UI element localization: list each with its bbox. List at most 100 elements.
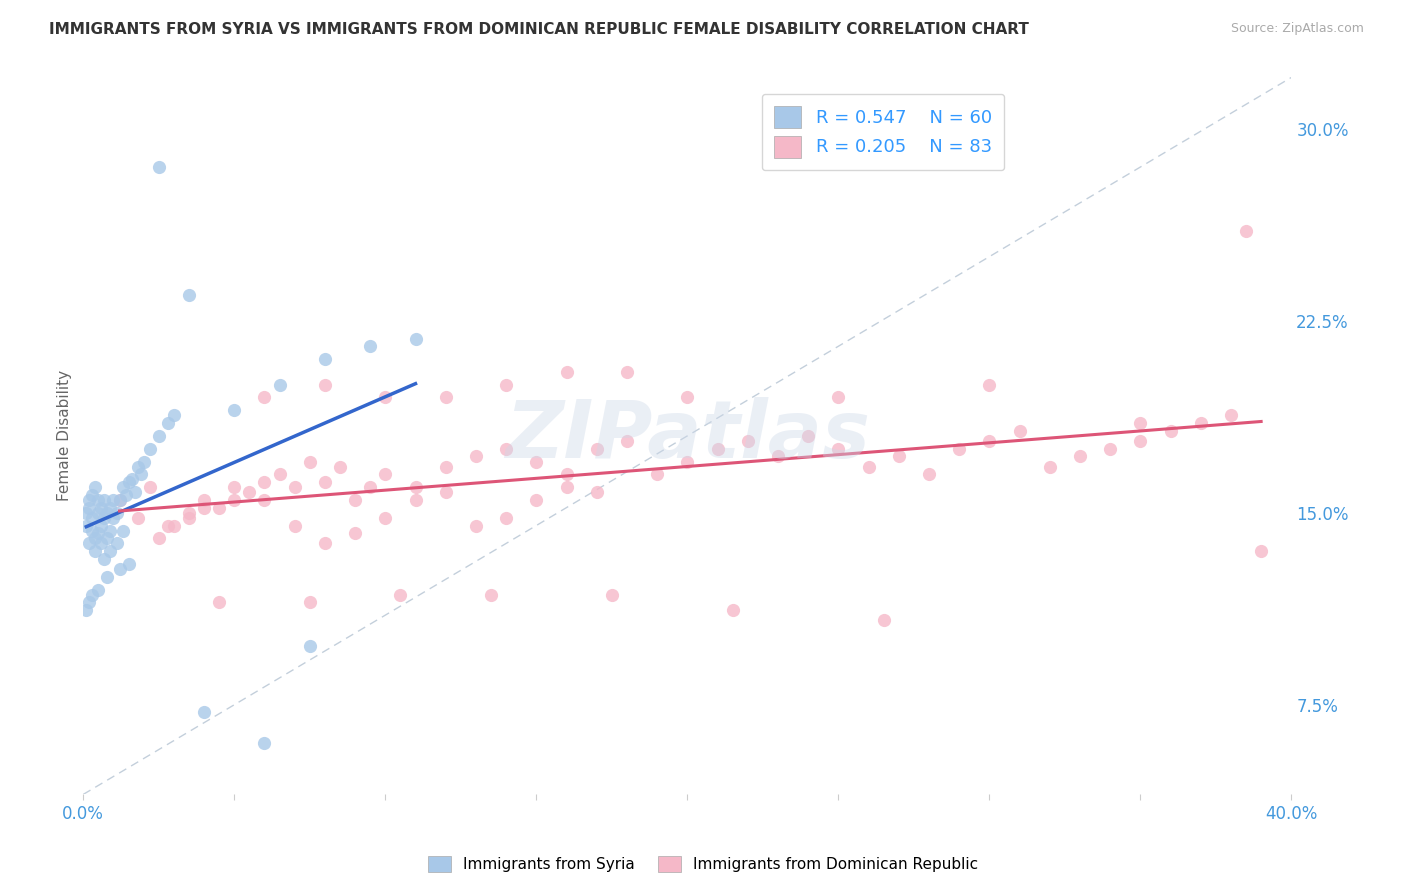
Point [127,511,149,525]
Point [87,506,110,520]
Point [645,467,668,482]
Point [224,480,246,494]
Point [314,536,336,550]
Point [555,365,578,379]
Point [93,492,115,507]
Point [193,492,215,507]
Point [555,467,578,482]
Point [124,485,146,500]
Point [82,511,104,525]
Point [82,524,104,538]
Point [374,391,396,405]
Point [105,536,128,550]
Point [177,288,200,302]
Point [79,595,101,609]
Point [138,442,160,456]
Point [858,459,880,474]
Point [284,518,307,533]
Point [111,524,134,538]
Point [524,492,547,507]
Point [100,544,122,558]
Point [359,339,381,353]
Point [208,595,231,609]
Point [1039,459,1062,474]
Point [676,391,699,405]
Point [284,480,307,494]
Point [224,492,246,507]
Point [872,613,894,627]
Point [177,511,200,525]
Point [138,480,160,494]
Legend: R = 0.547    N = 60, R = 0.205    N = 83: R = 0.547 N = 60, R = 0.205 N = 83 [762,94,1004,170]
Point [103,492,125,507]
Point [1099,442,1122,456]
Point [93,551,115,566]
Point [177,506,200,520]
Point [148,532,170,546]
Point [721,603,744,617]
Point [1069,450,1091,464]
Point [585,485,607,500]
Point [495,511,517,525]
Point [253,391,276,405]
Point [405,492,427,507]
Point [224,403,246,417]
Point [359,480,381,494]
Point [1129,416,1152,430]
Point [434,459,457,474]
Point [90,500,112,515]
Point [132,454,155,468]
Point [1160,424,1182,438]
Text: Source: ZipAtlas.com: Source: ZipAtlas.com [1230,22,1364,36]
Point [616,365,638,379]
Point [163,409,186,423]
Point [298,595,321,609]
Point [766,450,789,464]
Point [208,500,231,515]
Point [103,511,125,525]
Point [75,518,97,533]
Point [96,570,118,584]
Text: ZIPatlas: ZIPatlas [505,397,870,475]
Text: IMMIGRANTS FROM SYRIA VS IMMIGRANTS FROM DOMINICAN REPUBLIC FEMALE DISABILITY CO: IMMIGRANTS FROM SYRIA VS IMMIGRANTS FROM… [49,22,1029,37]
Point [979,377,1001,392]
Point [797,429,820,443]
Point [156,416,179,430]
Point [87,582,110,597]
Point [156,518,179,533]
Point [100,500,122,515]
Point [314,352,336,367]
Point [616,434,638,448]
Point [108,492,131,507]
Point [389,588,412,602]
Point [706,442,728,456]
Point [434,485,457,500]
Point [555,480,578,494]
Point [827,391,849,405]
Point [129,467,152,482]
Point [148,429,170,443]
Point [524,454,547,468]
Point [374,511,396,525]
Point [79,492,101,507]
Point [374,467,396,482]
Point [121,472,143,486]
Point [1129,434,1152,448]
Point [84,544,107,558]
Point [1008,424,1031,438]
Point [253,475,276,489]
Point [314,475,336,489]
Point [344,526,367,541]
Point [84,532,107,546]
Point [405,332,427,346]
Point [82,488,104,502]
Point [238,485,260,500]
Point [108,562,131,576]
Point [93,511,115,525]
Point [117,557,139,571]
Point [90,518,112,533]
Point [495,377,517,392]
Point [75,603,97,617]
Point [298,639,321,653]
Point [117,475,139,489]
